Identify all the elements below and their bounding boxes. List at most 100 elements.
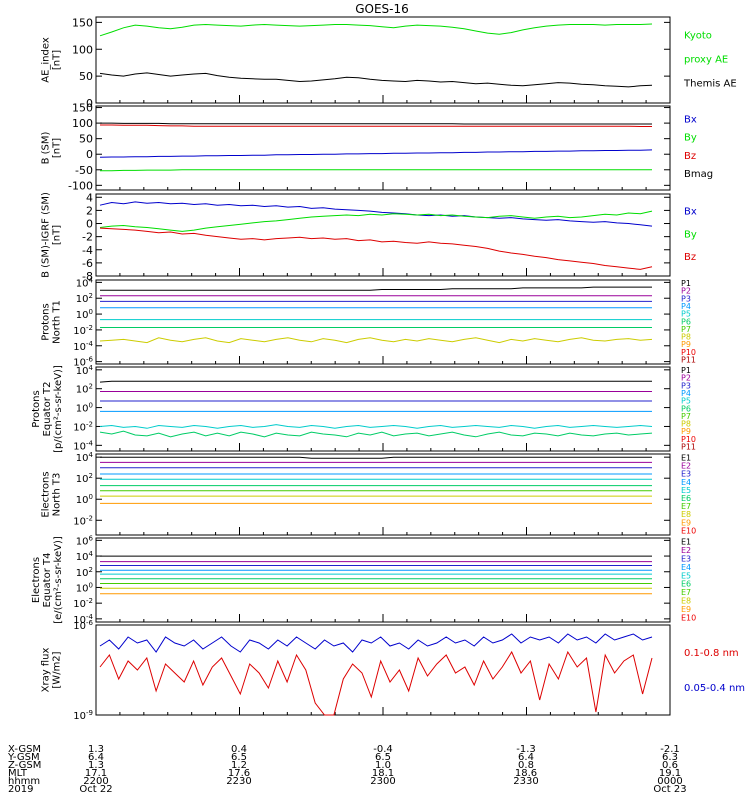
- y-axis-label: Protons: [31, 390, 42, 427]
- y-axis-label: AE_index: [41, 37, 52, 83]
- footer-value: 6.5: [375, 752, 391, 763]
- channel-legend-entry: P4: [681, 389, 691, 398]
- y-axis-label: Electrons: [31, 557, 42, 603]
- y-tick-label: 0: [86, 97, 93, 110]
- y-tick-label: 102: [76, 566, 93, 579]
- series-line: [100, 169, 652, 172]
- footer-value: 6.5: [231, 752, 247, 763]
- series-line: [99, 380, 652, 383]
- series-line: [99, 633, 653, 653]
- channel-legend-entry: E3: [681, 470, 691, 479]
- footer-value: 0.6: [662, 760, 678, 771]
- channel-legend-entry: P9: [681, 427, 691, 436]
- y-tick-label: 10-9: [73, 709, 93, 722]
- y-tick-label: 10-6: [73, 619, 93, 632]
- channel-legend-entry: P3: [681, 294, 691, 303]
- panel-pe: [95, 366, 671, 452]
- y-tick-label: 10-2: [73, 420, 93, 433]
- footer-value: 6.4: [518, 752, 534, 763]
- y-axis-label: [nT]: [52, 225, 63, 245]
- panel-ae: [95, 16, 671, 104]
- y-axis-label: Equator T4: [42, 553, 53, 608]
- series-line: [99, 337, 653, 344]
- series-line: [99, 23, 653, 37]
- channel-legend-entry: P4: [681, 302, 691, 311]
- y-tick-label: -2: [82, 231, 93, 244]
- series-line: [99, 424, 653, 429]
- y-axis-label: North T1: [52, 300, 63, 344]
- footer-value: Oct 22: [79, 784, 112, 795]
- y-axis-label: [nT]: [52, 50, 63, 70]
- y-tick-label: 100: [76, 402, 93, 415]
- panel-bsm: [95, 105, 671, 191]
- channel-legend-entry: P5: [681, 310, 691, 319]
- channel-legend-entry: E4: [681, 478, 691, 487]
- y-axis-label: Equator T2: [42, 382, 53, 437]
- series-line: [99, 227, 653, 270]
- footer-value: 2330: [513, 776, 538, 787]
- channel-legend-entry: P8: [681, 420, 691, 429]
- footer-row-label: Z-GSM: [8, 760, 41, 771]
- channel-legend-entry: P7: [681, 412, 691, 421]
- y-tick-label: -4: [82, 244, 93, 257]
- footer-value: -2.1: [660, 744, 680, 755]
- channel-legend-entry: E3: [681, 555, 691, 564]
- channel-legend-entry: P1: [681, 366, 691, 375]
- y-axis-label: [W/m2]: [52, 651, 63, 688]
- panel-frame: [95, 453, 671, 536]
- footer-row-label: MLT: [8, 768, 28, 779]
- y-tick-label: 150: [72, 16, 93, 29]
- channel-legend-entry: E7: [681, 502, 691, 511]
- panel-frame: [95, 537, 671, 623]
- channel-legend-entry: E9: [681, 605, 691, 614]
- legend-entry: proxy AE: [684, 54, 728, 65]
- footer-row-label: Y-GSM: [7, 752, 40, 763]
- y-tick-label: 0: [86, 148, 93, 161]
- panel-en: [95, 453, 671, 536]
- footer-value: 18.1: [372, 768, 394, 779]
- legend-entry: Kyoto: [684, 31, 712, 42]
- y-axis-label: Xray flux: [41, 648, 52, 693]
- panel-frame: [95, 279, 671, 365]
- channel-legend-entry: P5: [681, 397, 691, 406]
- y-tick-label: 102: [76, 292, 93, 305]
- y-tick-label: 10-2: [73, 597, 93, 610]
- y-axis-label: [p/(cm²-s-sr-keV)]: [53, 365, 64, 453]
- y-tick-label: 104: [76, 550, 94, 563]
- y-tick-label: 102: [76, 383, 93, 396]
- panel-xray: [95, 624, 671, 716]
- channel-legend-entry: P8: [681, 333, 691, 342]
- series-line: [99, 149, 653, 158]
- series-line: [99, 210, 653, 232]
- y-tick-label: 2: [86, 204, 93, 217]
- legend-entry: By: [684, 133, 697, 144]
- series-line: [100, 122, 652, 125]
- channel-legend-entry: P10: [681, 348, 696, 357]
- footer-row-label: 2019: [8, 784, 33, 795]
- footer-value: 6.3: [662, 752, 678, 763]
- y-tick-label: 50: [79, 133, 93, 146]
- y-axis-label: Electrons: [41, 471, 52, 517]
- footer-row-label: X-GSM: [8, 744, 41, 755]
- channel-legend-entry: P7: [681, 325, 691, 334]
- footer-value: 18.6: [515, 768, 537, 779]
- legend-entry: Bx: [684, 207, 697, 218]
- y-tick-label: -8: [82, 270, 93, 283]
- series-line: [100, 286, 652, 291]
- y-tick-label: 100: [76, 308, 93, 321]
- y-tick-label: 100: [76, 493, 93, 506]
- plot-title: GOES-16: [355, 2, 409, 16]
- footer-value: 0.4: [231, 744, 247, 755]
- y-axis-label: B (SM): [41, 131, 52, 164]
- panel-ee: [95, 537, 671, 623]
- panel-pn: [95, 279, 671, 365]
- channel-legend-entry: E7: [681, 588, 691, 597]
- legend-entry: Bx: [684, 114, 697, 125]
- footer-value: 0.8: [518, 760, 534, 771]
- footer-value: 1.2: [231, 760, 247, 771]
- channel-legend-entry: E1: [681, 538, 691, 547]
- y-tick-label: 10-4: [73, 340, 93, 353]
- channel-legend-entry: E5: [681, 486, 691, 495]
- y-tick-label: 0: [86, 218, 93, 231]
- channel-legend-entry: E9: [681, 518, 691, 527]
